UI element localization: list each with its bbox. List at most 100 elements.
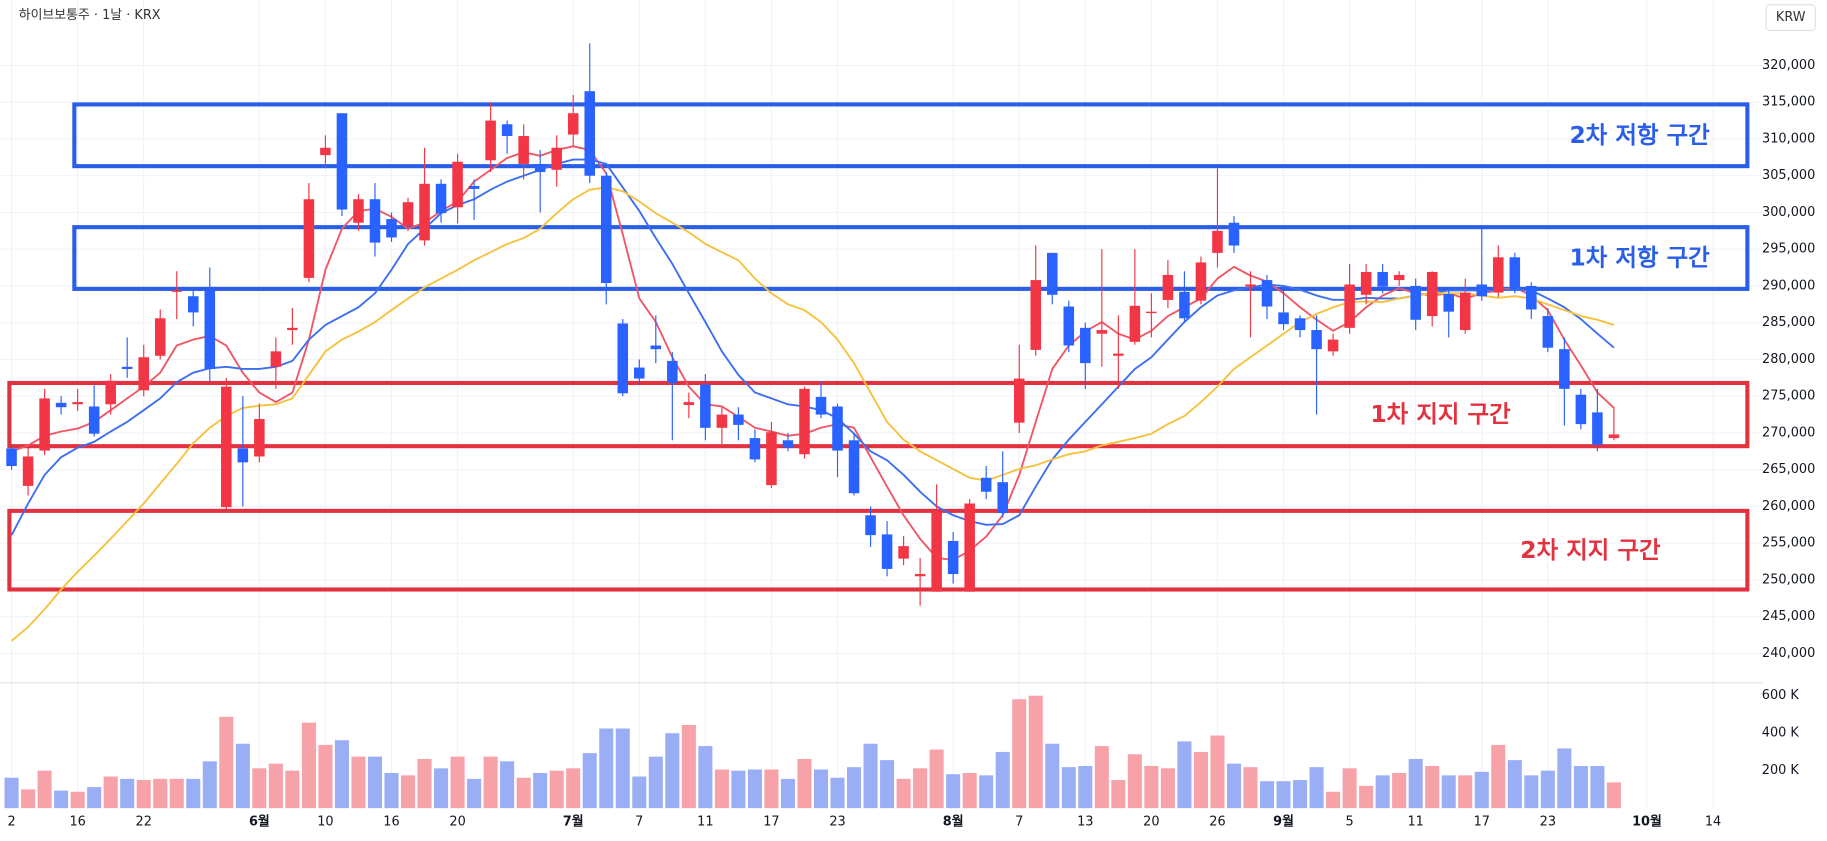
candle-body (634, 367, 645, 379)
candle-body (1526, 285, 1537, 310)
volume-bar (929, 749, 944, 809)
volume-tick-label: 600 K (1762, 688, 1800, 703)
candle-body (55, 402, 67, 408)
volume-bar (913, 768, 928, 809)
candle-body (1426, 271, 1438, 317)
volume-bar (450, 756, 465, 809)
volume-bar (153, 778, 168, 809)
candle-body (22, 456, 34, 486)
currency-label[interactable]: KRW (1776, 10, 1806, 25)
candle-body (468, 186, 480, 189)
volume-bar (136, 780, 151, 809)
y-tick-label: 290,000 (1762, 278, 1815, 293)
volume-bar (202, 761, 217, 809)
candle-layer (6, 43, 1620, 606)
candle-body (617, 323, 629, 394)
x-tick-label: 10 (317, 815, 333, 830)
volume-bar (252, 768, 267, 809)
candle-body (1146, 311, 1157, 314)
volume-bar (70, 791, 85, 809)
candle-body (551, 147, 562, 170)
candle-body (733, 414, 744, 425)
y-tick-label: 285,000 (1762, 315, 1815, 330)
x-tick-label: 23 (1540, 815, 1556, 830)
candle-body (386, 219, 397, 238)
volume-bar (1127, 754, 1142, 809)
candle-body (1063, 306, 1075, 346)
volume-bar (1540, 770, 1555, 809)
candle-body (419, 183, 430, 241)
candle-body (1113, 353, 1124, 356)
candle-body (964, 503, 975, 592)
candle-body (1261, 280, 1273, 307)
candle-body (1311, 330, 1322, 350)
volume-bar (268, 763, 283, 809)
volume-bar (285, 770, 300, 809)
candle-body (898, 546, 909, 559)
candle-body (237, 448, 249, 463)
x-tick-label: 7월 (563, 814, 584, 830)
zone-box (72, 225, 1750, 291)
volume-bar (1507, 760, 1522, 809)
candle-body (1443, 294, 1454, 312)
volume-bar (830, 777, 845, 809)
volume-bar (1276, 781, 1291, 809)
candle-body (1228, 222, 1240, 246)
candle-body (567, 113, 579, 135)
candle-body (832, 406, 843, 451)
candle-body (1245, 284, 1256, 287)
y-tick-label: 310,000 (1762, 131, 1815, 146)
volume-bar (54, 790, 69, 809)
volume-bar (615, 728, 630, 809)
volume-bar (400, 775, 416, 809)
x-tick-label: 17 (1474, 815, 1490, 830)
candle-body (1360, 271, 1372, 295)
volume-bar (797, 758, 812, 809)
candle-body (1030, 280, 1042, 350)
candle-body (1294, 318, 1306, 331)
candle-body (287, 327, 298, 331)
candle-body (254, 418, 265, 457)
candle-body (501, 124, 513, 137)
candle-body (221, 386, 232, 508)
volume-tick-label: 200 K (1762, 763, 1800, 778)
candle-body (369, 199, 381, 243)
volume-bar (632, 776, 647, 809)
volume-bar (863, 743, 878, 809)
candle-body (1096, 330, 1108, 334)
zone-label: 2차 지지 구간 (1520, 536, 1661, 564)
candle-body (105, 380, 116, 405)
volume-bar (880, 760, 895, 809)
candle-body (815, 396, 827, 415)
candle-body (716, 414, 728, 428)
volume-bar (1590, 765, 1605, 809)
candle-body (1080, 327, 1091, 364)
candle-body (1129, 305, 1141, 342)
volume-bar (500, 761, 515, 809)
candle-body (1575, 394, 1587, 425)
volume-bar (764, 769, 779, 809)
volume-bar (1111, 780, 1126, 809)
volume-bar (1524, 775, 1539, 809)
volume-bar (1094, 746, 1109, 809)
volume-bar (301, 722, 316, 809)
x-tick-label: 20 (449, 815, 465, 830)
volume-bar (1326, 791, 1341, 809)
volume-bar (1392, 773, 1407, 809)
y-tick-label: 275,000 (1762, 389, 1815, 404)
candle-body (1162, 274, 1174, 300)
currency-box[interactable] (1765, 4, 1816, 32)
candle-body (766, 432, 777, 486)
candle-body (1013, 378, 1025, 423)
zone-box (72, 102, 1750, 169)
volume-bar (384, 773, 399, 809)
volume-bar (367, 756, 383, 809)
zone-label: 1차 지지 구간 (1370, 400, 1511, 428)
candle-body (1377, 271, 1388, 287)
volume-bar (1177, 741, 1192, 809)
x-tick-label: 5 (1346, 815, 1354, 830)
candle-body (336, 113, 348, 210)
volume-bar (1408, 758, 1423, 809)
volume-bar (681, 725, 696, 809)
